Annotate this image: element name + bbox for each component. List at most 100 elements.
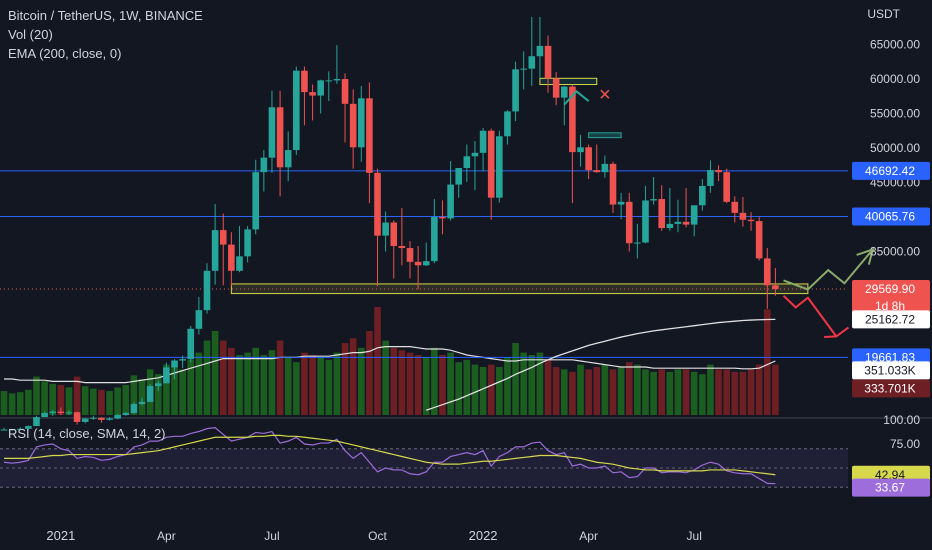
candle-body (25, 426, 32, 429)
candle-body (195, 310, 203, 329)
candle-body (390, 222, 398, 246)
bullish-arrow-head (856, 247, 875, 265)
candle-body (317, 80, 324, 96)
symbol-title[interactable]: Bitcoin / TetherUS, 1W, BINANCE (8, 8, 203, 23)
volume-bar (179, 369, 186, 415)
volume-bar (195, 352, 203, 415)
volume-bar (301, 352, 308, 415)
candle-body (747, 219, 755, 222)
time-tick-label: Jul (687, 529, 702, 543)
volume-bar (650, 371, 657, 415)
volume-bar (236, 355, 243, 415)
volume-ma-tag-bg (852, 379, 930, 398)
volume-bar (414, 355, 422, 415)
candle-body (57, 411, 65, 413)
volume-bar (560, 369, 568, 415)
candle-body (0, 429, 8, 431)
candle-body (569, 86, 576, 153)
volume-bar (479, 367, 487, 415)
candle-body (560, 86, 568, 98)
volume-bar (57, 385, 65, 415)
volume-bar (366, 331, 373, 415)
volume-bar (763, 309, 771, 415)
level-1-tag-bg (852, 161, 930, 180)
candle-body (33, 417, 40, 427)
candle-body (276, 107, 284, 168)
candle-body (398, 245, 406, 249)
up-marker-arrow (563, 90, 590, 106)
candle-body (49, 411, 57, 413)
volume-bar (244, 352, 251, 415)
level-3-tag: 19661.83 (865, 350, 915, 364)
volume-ma-tag: 333.701K (864, 381, 915, 395)
candle-body (114, 415, 121, 419)
volume-bar (16, 392, 24, 415)
candle-body (171, 360, 178, 368)
candle-body (609, 163, 617, 205)
volume-bar (49, 383, 57, 415)
candle-body (357, 98, 365, 148)
candle-body (658, 199, 666, 229)
candle-body (146, 386, 154, 402)
volume-bar (284, 357, 292, 415)
ema-legend[interactable]: EMA (200, close, 0) (8, 46, 122, 61)
candle-body (244, 229, 251, 257)
volume-bar (8, 393, 16, 415)
volume-bar (601, 364, 609, 415)
candle-body (431, 217, 438, 262)
candle-body (487, 130, 495, 198)
volume-bar (268, 350, 276, 415)
candle-body (755, 221, 763, 259)
volume-bar (699, 374, 706, 415)
price-tick-label: 65000.00 (870, 38, 920, 52)
volume-bar (317, 357, 324, 415)
volume-bar (715, 369, 722, 415)
candle-body (98, 417, 105, 420)
level-1-tag: 46692.42 (865, 164, 915, 178)
volume-bar (219, 340, 227, 415)
candle-body (471, 152, 479, 157)
candle-body (284, 150, 292, 168)
volume-bar (130, 375, 138, 415)
candle-body (341, 79, 349, 104)
candle-body (544, 45, 552, 79)
volume-bar (504, 357, 511, 415)
candle-body (642, 200, 649, 243)
volume-bar (577, 364, 584, 415)
candle-body (309, 92, 316, 96)
volume-bar (349, 338, 357, 415)
candle-body (625, 201, 633, 244)
rsi-legend[interactable]: RSI (14, close, SMA, 14, 2) (8, 426, 166, 441)
candle-body (65, 412, 73, 414)
candle-body (422, 261, 430, 266)
volume-bar (106, 391, 113, 415)
volume-bar (625, 362, 633, 415)
rsi-value-tag: 33.67 (875, 481, 905, 495)
candle-body (447, 184, 454, 219)
candle-body (690, 205, 698, 225)
volume-bar (617, 367, 625, 415)
time-tick-label: Jul (264, 529, 279, 543)
price-unit-label: USDT (867, 7, 900, 21)
volume-legend[interactable]: Vol (20) (8, 27, 53, 42)
volume-bar (25, 389, 32, 415)
candle-body (366, 98, 373, 173)
candle-body (439, 217, 446, 219)
price-tick-label: 55000.00 (870, 107, 920, 121)
volume-bar (309, 355, 316, 415)
volume-bar (585, 369, 592, 415)
volume-tag: 351.033K (864, 363, 915, 377)
retest-box (588, 132, 622, 139)
volume-bar (81, 386, 89, 415)
candle-body (293, 70, 300, 151)
bearish-arrow-head (824, 326, 850, 339)
volume-bar (552, 367, 560, 415)
volume-bar (471, 364, 479, 415)
volume-bar (609, 369, 617, 415)
candle-body (333, 79, 341, 81)
volume-bar (723, 369, 730, 415)
candle-body (382, 222, 389, 236)
cross-marker (600, 89, 610, 99)
ema-value-tag-bg (852, 310, 930, 329)
